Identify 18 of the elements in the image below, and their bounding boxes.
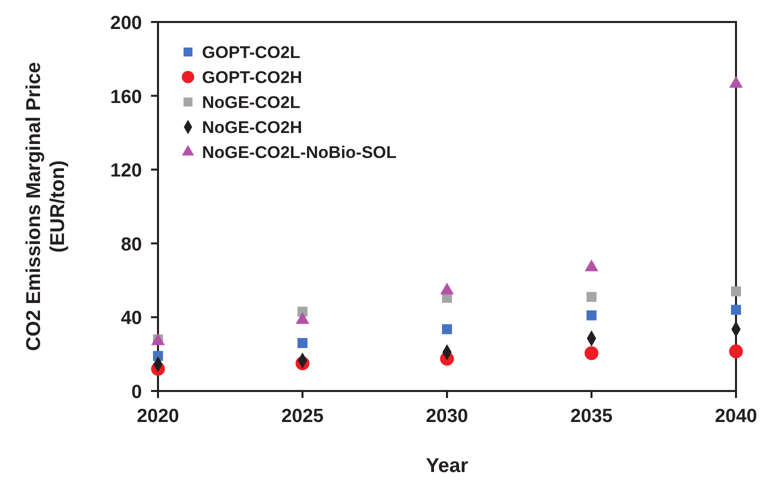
y-tick-label: 40 (120, 308, 142, 330)
y-tick-label: 80 (120, 234, 142, 256)
x-tick-label: 2040 (714, 406, 758, 427)
legend-label: GOPT-CO2H (202, 68, 302, 87)
x-tick-label: 2020 (136, 406, 180, 427)
legend-label: NoGE-CO2L-NoBio-SOL (202, 143, 397, 162)
legend-label: GOPT-CO2L (202, 43, 300, 62)
legend-label: NoGE-CO2L (202, 93, 300, 112)
y-tick-label: 120 (110, 160, 142, 182)
legend-label: NoGE-CO2H (202, 118, 302, 137)
x-tick-label: 2035 (570, 406, 614, 427)
y-tick-label: 160 (110, 86, 142, 108)
x-tick-label: 2025 (281, 406, 324, 427)
y-tick-label: 0 (131, 382, 142, 403)
x-axis-title: Year (426, 455, 468, 477)
y-axis-title: CO2 Emissions Marginal Price (EUR/ton) (23, 62, 69, 351)
x-tick-label: 2030 (426, 406, 468, 427)
y-tick-label: 200 (110, 13, 142, 34)
